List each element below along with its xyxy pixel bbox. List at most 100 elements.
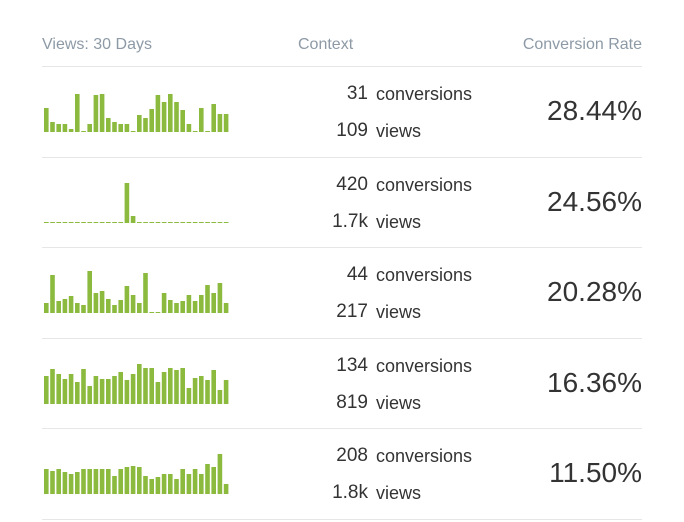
spark-bar [217,454,223,495]
spark-bar [143,273,148,314]
spark-bar [62,378,68,404]
spark-bar [223,303,229,314]
spark-bar [223,114,229,132]
spark-bar [106,221,111,223]
spark-bar [87,271,92,314]
spark-bar [180,367,185,404]
conversion-rate: 28.44% [547,95,642,126]
spark-bar [93,95,99,132]
spark-bar [75,221,80,223]
spark-bar [137,303,142,314]
conversions-count: 134 [336,354,368,376]
spark-bar [99,221,105,223]
spark-bar [155,312,161,314]
spark-bar [174,479,179,495]
spark-bar [124,286,130,314]
spark-bar [130,466,136,495]
views-label: views [376,302,422,323]
spark-bar [68,221,74,223]
spark-bar [118,469,123,495]
spark-bar [106,469,111,495]
spark-bar [217,221,223,223]
spark-bar [149,367,154,404]
spark-bar [192,131,198,132]
spark-bar [68,474,74,495]
spark-bar [217,389,223,404]
spark-bar [87,469,92,495]
spark-bar [143,367,148,404]
spark-bar [124,124,130,132]
spark-bar [106,378,111,404]
spark-bar [174,221,179,223]
spark-bar [118,371,123,404]
table-row: 31 conversions 109 views 28.44% [42,66,642,157]
spark-bar [93,469,99,495]
spark-bar [137,363,142,404]
spark-bar [44,469,49,495]
spark-bar [199,375,204,404]
views-count: 819 [336,391,368,413]
spark-bar [50,275,55,314]
spark-bar [174,369,179,404]
spark-bar [130,295,136,314]
spark-bar [124,467,130,495]
spark-bar [56,469,61,495]
spark-bar [143,476,148,495]
spark-bar [130,131,136,132]
spark-bar [118,221,124,223]
spark-bar [118,300,123,314]
spark-bar [223,484,229,495]
spark-bar [44,221,49,223]
spark-bar [223,379,229,404]
views-count: 1.7k [332,210,368,232]
spark-bar [155,221,161,223]
spark-bar [50,221,55,223]
spark-bar [192,221,198,223]
spark-bar [186,124,192,132]
header-context: Context [298,36,354,53]
spark-bar [205,464,210,495]
sparkline [44,182,229,223]
spark-bar [217,283,223,314]
spark-bar [155,381,161,404]
spark-bar [50,368,55,404]
spark-bar [75,94,80,132]
spark-bar [168,221,173,223]
views-label: views [376,483,422,504]
conversions-label: conversions [376,174,473,195]
conversion-rate: 24.56% [547,185,642,217]
spark-bar [68,129,74,132]
spark-bar [81,305,86,314]
spark-bar [155,477,161,495]
spark-bar [62,472,68,495]
spark-bar [168,300,173,314]
spark-bar [192,469,198,495]
spark-bar [68,296,74,314]
spark-bar [81,368,86,404]
spark-bar [112,476,117,495]
spark-bar [44,108,49,132]
views-count: 109 [336,120,368,141]
spark-bar [56,301,61,314]
spark-bar [223,221,229,223]
spark-bar [186,295,192,314]
spark-bar [186,474,192,495]
spark-bar [44,303,49,314]
table-row: 420 conversions 1.7k views 24.56% [42,156,642,248]
spark-bar [180,221,186,223]
spark-bar [112,221,117,223]
spark-bar [217,114,223,132]
header-views: Views: 30 Days [42,36,152,53]
table-row: 134 conversions 819 views 16.36% [42,337,642,429]
spark-bar [87,221,93,223]
spark-bar [161,102,167,132]
spark-bar [99,469,105,495]
spark-bar [205,285,210,314]
spark-bar [161,293,167,314]
spark-bar [168,474,173,495]
views-label: views [376,392,422,413]
conversions-label: conversions [376,446,473,467]
spark-bar [161,474,167,495]
spark-bar [168,94,173,132]
